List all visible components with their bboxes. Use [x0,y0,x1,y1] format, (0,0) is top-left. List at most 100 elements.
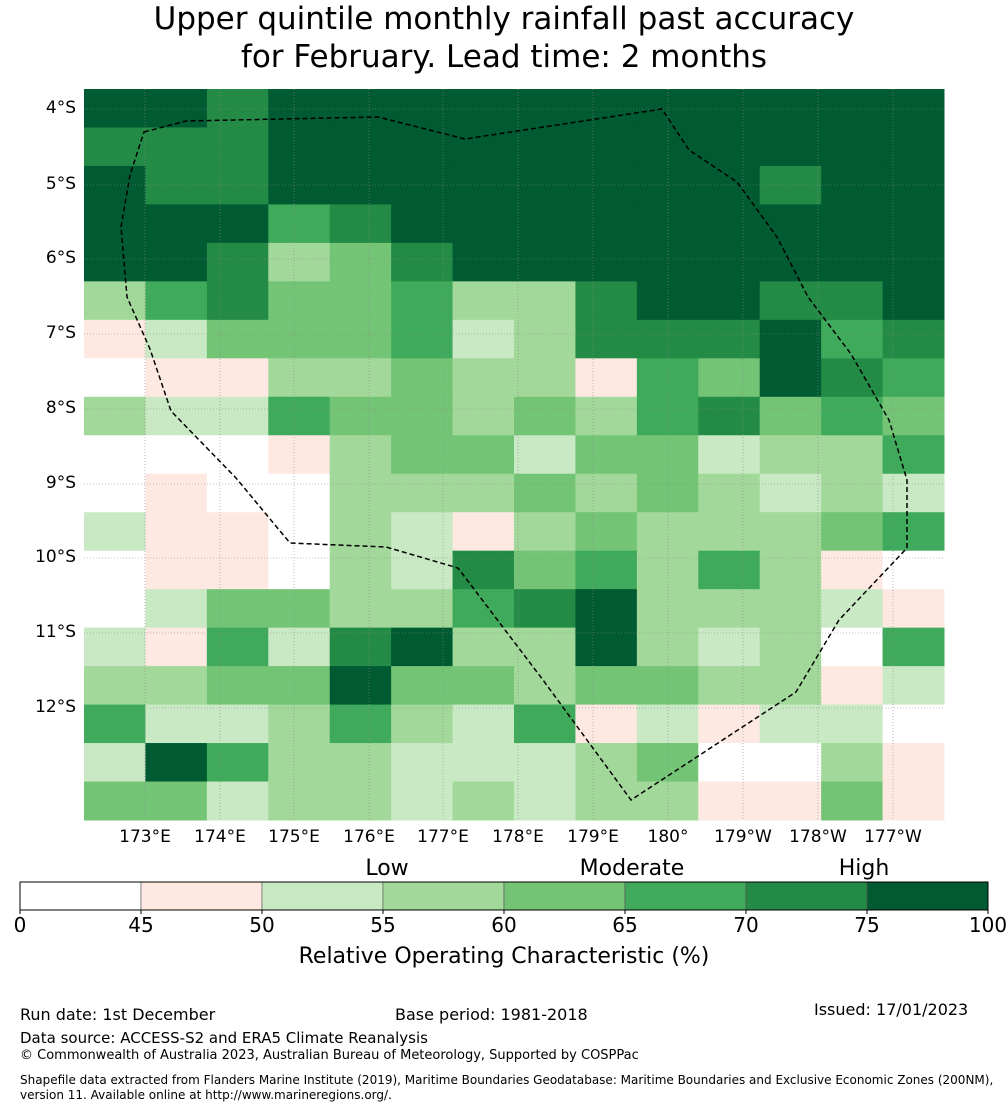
grid-cell [452,473,515,513]
grid-cell [514,743,576,783]
grid-cell [145,396,208,436]
grid-cell [514,512,576,552]
grid-cell [698,127,761,167]
longitude-label: 179°W [714,827,772,847]
grid-cell [452,358,515,398]
grid-cell [452,550,515,590]
grid-cell [391,512,454,552]
grid-cell [84,550,146,590]
grid-cell [268,512,331,552]
longitude-label: 179°E [567,827,619,847]
grid-cell [391,242,454,282]
colorbar-bin [866,881,989,911]
grid-cell [329,358,392,398]
grid-cell [329,781,392,821]
grid-cell [145,512,208,552]
grid-cell [268,589,331,629]
grid-cell [84,165,146,205]
grid-cell [821,127,884,167]
grid-cell [821,550,884,590]
grid-cell [268,165,331,205]
grid-cell [759,589,822,629]
grid-cell [452,743,515,783]
grid-cell [452,319,515,359]
grid-cell [391,358,454,398]
grid-cell [821,89,884,128]
grid-cell [329,396,392,436]
colorbar [19,881,989,914]
grid-cell [84,704,146,744]
grid-cell [329,743,392,783]
grid-cell [821,165,884,205]
grid-cell [84,781,146,821]
grid-cell [698,89,761,128]
grid-cell [452,666,515,706]
grid-cell [391,589,454,629]
grid-cell [329,435,392,475]
grid-cell [821,242,884,282]
grid-cell [391,319,454,359]
grid-cell [698,627,761,667]
grid-cell [698,165,761,205]
grid-cell [514,319,576,359]
grid-cell [514,666,576,706]
colorbar-bin [503,881,626,911]
grid-cell [882,627,945,667]
grid-cell [882,242,945,282]
colorbar-tick-label: 100 [968,913,1008,937]
grid-cell [268,743,331,783]
grid-cell [575,589,638,629]
grid-cell [821,319,884,359]
latitude-label: 6°S [45,248,76,268]
grid-cell [145,589,208,629]
legend-category-low: Low [365,856,409,881]
grid-cell [575,550,638,590]
grid-cell [206,396,269,436]
grid-cell [145,319,208,359]
grid-cell [882,473,945,513]
grid-cell [329,550,392,590]
grid-cell [575,666,638,706]
grid-cell [145,627,208,667]
grid-cell [882,704,945,744]
grid-cell [759,704,822,744]
grid-cell [759,396,822,436]
grid-cell [329,666,392,706]
grid-cell [759,627,822,667]
grid-cell [84,473,146,513]
grid-cell [268,281,331,321]
grid-cell [391,204,454,244]
grid-cell [759,319,822,359]
grid-cell [84,358,146,398]
grid-cell [882,127,945,167]
grid-cell [452,242,515,282]
longitude-label: 177°W [864,827,922,847]
grid-cell [514,281,576,321]
grid-cell [206,319,269,359]
grid-cell [329,127,392,167]
grid-cell [821,358,884,398]
grid-cell [759,435,822,475]
grid-cell [698,743,761,783]
grid-cell [821,627,884,667]
colorbar-tick-label: 50 [249,913,275,937]
run-date: Run date: 1st December [20,1005,216,1024]
grid-cell [759,358,822,398]
grid-cell [206,473,269,513]
grid-cell [698,242,761,282]
grid-cell [636,319,699,359]
grid-cell [329,627,392,667]
longitude-label: 177°E [417,827,469,847]
latitude-label: 7°S [45,323,76,343]
grid-cell [391,781,454,821]
grid-cell [206,743,269,783]
grid-cell [759,512,822,552]
grid-cell [452,627,515,667]
grid-cell [452,165,515,205]
grid-cell [84,319,146,359]
latitude-label: 12°S [35,697,76,717]
grid-cell [84,396,146,436]
grid-cell [821,512,884,552]
grid-cell [452,127,515,167]
longitude-label: 178°W [789,827,847,847]
